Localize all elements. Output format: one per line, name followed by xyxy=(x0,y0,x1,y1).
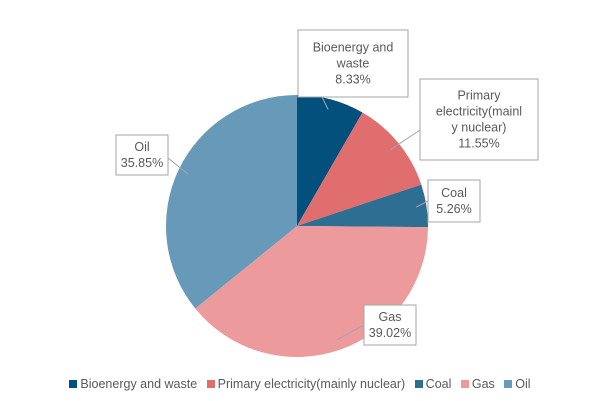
pie-slices xyxy=(166,95,429,358)
pie-slice-primary-electricity[interactable] xyxy=(297,112,422,226)
data-label-name-coal: Coal xyxy=(441,186,467,200)
callout-box-oil xyxy=(115,134,169,176)
data-label-value-coal: 5.26% xyxy=(436,202,471,216)
data-label-value-gas: 39.02% xyxy=(369,326,411,340)
pie-slice-oil[interactable] xyxy=(166,95,297,309)
legend-swatch-primary-electricity xyxy=(206,380,215,388)
data-label-name-primary-electricity: electricity(mainl xyxy=(436,105,522,119)
pie-slice-bioenergy[interactable] xyxy=(297,95,363,226)
legend-item-gas[interactable]: Gas xyxy=(460,377,495,391)
leader-line-bioenergy xyxy=(321,96,329,110)
legend-item-coal[interactable]: Coal xyxy=(414,377,452,391)
data-label-name-primary-electricity: Primary xyxy=(457,89,501,103)
data-label-value-primary-electricity: 11.55% xyxy=(458,137,499,151)
callout-box-gas xyxy=(363,304,417,346)
data-label-value-bioenergy: 8.33% xyxy=(335,73,370,87)
legend-swatch-gas xyxy=(460,380,469,388)
legend-label-coal: Coal xyxy=(425,377,452,391)
data-label-name-gas: Gas xyxy=(379,310,402,324)
leader-line-coal xyxy=(415,200,429,208)
legend-swatch-bioenergy xyxy=(69,380,78,388)
legend-item-oil[interactable]: Oil xyxy=(504,377,531,391)
callout-box-primary-electricity xyxy=(419,78,539,161)
legend-swatch-coal xyxy=(414,380,423,388)
chart-legend: Bioenergy and waste Primary electricity(… xyxy=(0,377,600,391)
leader-line-gas xyxy=(336,324,365,341)
data-label-value-oil: 35.85% xyxy=(121,156,163,170)
data-label-name-bioenergy: waste xyxy=(336,57,370,71)
legend-label-bioenergy: Bioenergy and waste xyxy=(80,377,198,391)
legend-label-gas: Gas xyxy=(471,377,495,391)
legend-item-bioenergy[interactable]: Bioenergy and waste xyxy=(69,377,197,391)
legend-swatch-oil xyxy=(504,380,513,388)
legend-item-primary-electricity[interactable]: Primary electricity(mainly nuclear) xyxy=(206,377,406,391)
pie-slice-coal[interactable] xyxy=(297,184,429,228)
data-label-name-oil: Oil xyxy=(134,140,149,154)
data-label-name-primary-electricity: y nuclear) xyxy=(452,121,507,135)
leader-line-oil xyxy=(167,157,189,175)
leader-line-primary-electricity xyxy=(390,129,421,151)
pie-callouts: Bioenergy and waste 8.33% Primary electricit… xyxy=(115,29,539,346)
callout-box-bioenergy xyxy=(297,29,409,98)
data-label-name-bioenergy: Bioenergy and xyxy=(313,41,394,55)
callout-box-coal xyxy=(427,179,481,223)
legend-label-primary-electricity: Primary electricity(mainly nuclear) xyxy=(217,377,406,391)
legend-label-oil: Oil xyxy=(515,377,531,391)
